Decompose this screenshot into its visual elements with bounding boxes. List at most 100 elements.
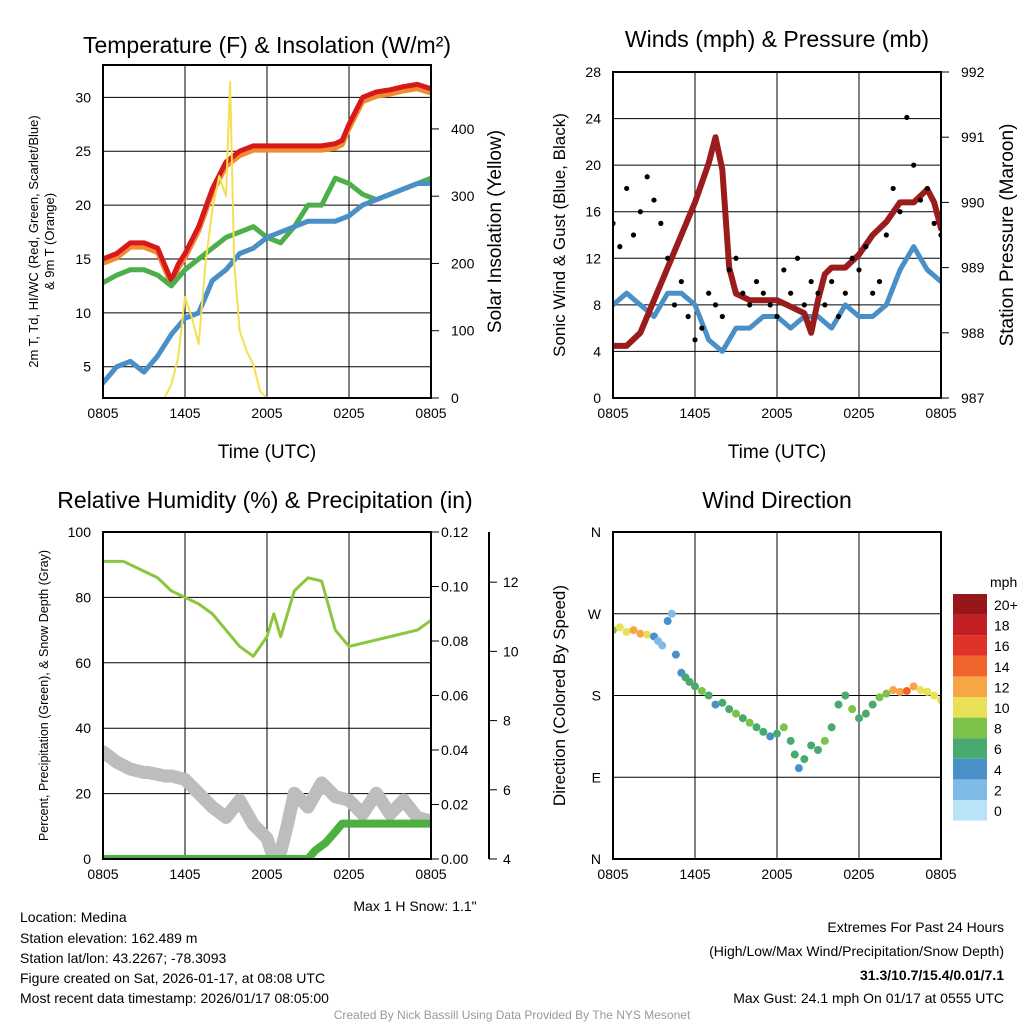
direction-point [718, 698, 727, 707]
chart-title: Wind Direction [702, 487, 852, 513]
x-tick-label: 0205 [333, 405, 364, 421]
gust-point [699, 325, 705, 331]
y2-tick-label: 0.12 [441, 524, 468, 540]
y-tick-label: 30 [75, 89, 91, 105]
y-tick-label: 20 [75, 786, 91, 802]
direction-point [841, 691, 850, 700]
gust-point [904, 114, 910, 121]
gust-point [931, 220, 937, 226]
y2-tick-label: 989 [961, 260, 985, 276]
x-tick-label: 0205 [843, 866, 874, 882]
gust-point [665, 255, 671, 261]
gust-point [911, 162, 917, 168]
legend-label: 10 [994, 700, 1010, 716]
gust-point [637, 209, 643, 215]
series-rh [103, 559, 431, 658]
direction-point [658, 641, 667, 650]
created-text: Figure created on Sat, 2026-01-17, at 08… [20, 970, 325, 986]
legend-swatch [953, 697, 987, 718]
gust-point [829, 278, 835, 285]
direction-point [807, 741, 816, 750]
y2-tick-label: 200 [451, 255, 475, 271]
y2-tick-label: 0 [451, 390, 459, 406]
direction-point [790, 750, 799, 759]
y-tick-label: 28 [585, 64, 601, 80]
direction-point [685, 677, 694, 686]
x-tick-label: 2005 [761, 866, 792, 882]
legend-label: 18 [994, 618, 1010, 634]
direction-point [882, 689, 891, 698]
gust-point [767, 302, 773, 308]
gust-point [856, 267, 862, 273]
y-axis-label-line1: 2m T, Td, HI/WC (Red, Green, Scarlet/Blu… [26, 115, 41, 367]
chart-title: Temperature (F) & Insolation (W/m²) [83, 32, 451, 58]
series-precipitation [103, 819, 431, 859]
gust-point [740, 290, 746, 296]
direction-point [732, 709, 740, 718]
gust-point [630, 232, 637, 238]
y-tick-label: 25 [75, 143, 91, 159]
gust-point [781, 267, 787, 273]
y2-tick-label: 988 [961, 325, 985, 341]
direction-point [889, 686, 898, 695]
y-tick-label: 0 [83, 851, 91, 867]
legend-swatch [953, 655, 987, 677]
gust-point [747, 302, 753, 308]
direction-point [691, 682, 699, 691]
legend-label: 4 [994, 762, 1002, 778]
wind-panel: Winds (mph) & Pressure (mb) 0805 1405 2005 0… [550, 26, 1018, 463]
gust-point [897, 209, 903, 215]
y3-tick-label: 12 [503, 574, 519, 590]
direction-point [615, 623, 624, 632]
gust-point [842, 290, 848, 296]
series-snow-depth [103, 745, 431, 859]
y-tick-label: 60 [75, 655, 91, 671]
direction-point [834, 700, 843, 709]
direction-point [745, 718, 754, 727]
direction-point [848, 705, 857, 714]
gust-point [876, 278, 883, 285]
legend-label: 12 [994, 679, 1010, 695]
y-tick-label: 20 [75, 197, 91, 213]
direction-point [697, 686, 706, 695]
legend-swatch [953, 676, 987, 697]
x-tick-label: 0805 [87, 866, 118, 882]
direction-point [794, 764, 803, 773]
legend-swatch [953, 738, 987, 759]
gust-point [706, 290, 712, 296]
direction-point [663, 617, 672, 626]
gust-point [624, 185, 630, 192]
legend-label: 14 [994, 659, 1010, 675]
gust-point [726, 267, 732, 273]
latlon-text: Station lat/lon: 43.2267; -78.3093 [20, 950, 226, 966]
legend-label: 6 [994, 741, 1002, 757]
gust-point [917, 197, 924, 203]
direction-point [667, 609, 676, 618]
gust-point [651, 197, 657, 203]
gust-point [719, 313, 725, 320]
gust-point [924, 185, 930, 192]
legend-title: mph [990, 574, 1017, 590]
direction-point [786, 736, 795, 745]
y-tick-label: E [592, 769, 601, 785]
series-insolation [103, 80, 431, 398]
credit-text: Created By Nick Bassill Using Data Provi… [334, 1008, 691, 1022]
direction-point [814, 746, 822, 754]
y-axis-label: Sonic Wind & Gust (Blue, Black) [550, 113, 569, 357]
x-tick-label: 0205 [333, 866, 364, 882]
gust-point [617, 244, 623, 250]
direction-point [902, 686, 911, 695]
series-pressure [613, 134, 941, 349]
plot-border [612, 71, 942, 399]
gust-point [774, 313, 780, 320]
temp-panel: Temperature (F) & Insolation (W/m²) 0805 1… [26, 32, 506, 463]
y2-axis-label: Station Pressure (Maroon) [997, 124, 1018, 347]
y-tick-label: 80 [75, 589, 91, 605]
series-group [613, 114, 941, 354]
plot-border [102, 531, 432, 860]
direction-point [636, 629, 645, 638]
direction-point [855, 714, 863, 723]
y2-tick-label: 0.04 [441, 742, 468, 758]
